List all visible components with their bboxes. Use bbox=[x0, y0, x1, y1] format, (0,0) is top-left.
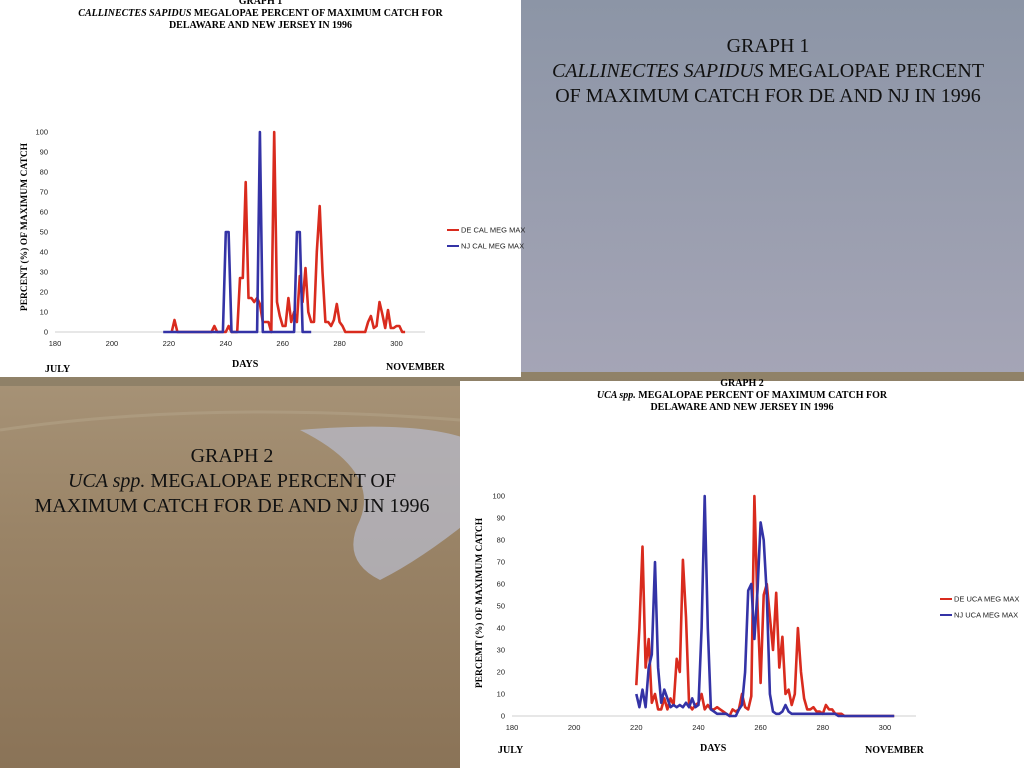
graph-1-title-line3: DELAWARE AND NEW JERSEY IN 1996 bbox=[168, 20, 353, 31]
graph-2-x-tick-label: 180 bbox=[506, 723, 519, 732]
graph-2-series-line-de bbox=[635, 494, 895, 718]
graph-1-title-species: CALLINECTES SAPIDUS bbox=[78, 8, 192, 19]
graph-1-caption-species: CALLINECTES SAPIDUS bbox=[551, 60, 764, 82]
graph-1-x-tick-label: 180 bbox=[49, 339, 62, 348]
graph-2-caption-rest: MEGALOPAE PERCENT OF MAXIMUM CATCH FOR D… bbox=[34, 470, 430, 517]
graph-2-plot: 0 10 20 30 40 50 60 70 80 90 100 180 200 220 240 260 280… bbox=[492, 492, 1019, 733]
graph-2-november-label: NOVEMBER bbox=[865, 745, 924, 756]
graph-2-x-tick-label: 280 bbox=[817, 723, 830, 732]
graph-1-legend-label-de: DE CAL MEG MAX bbox=[461, 226, 525, 235]
graph-1-y-tick-label: 50 bbox=[40, 228, 48, 237]
graph-1-y-tick-label: 0 bbox=[44, 328, 48, 337]
graph-1-series-line-de bbox=[170, 130, 406, 334]
graph-1-y-tick-label: 10 bbox=[40, 308, 48, 317]
graph-1-x-tick-label: 220 bbox=[163, 339, 176, 348]
graph-2-caption-line1: GRAPH 2 bbox=[190, 445, 274, 467]
graph-2-y-tick-label: 20 bbox=[497, 668, 505, 677]
graph-2-x-tick-label: 240 bbox=[692, 723, 705, 732]
graph-1-x-tick-label: 200 bbox=[106, 339, 119, 348]
graph-2-title-line3: DELAWARE AND NEW JERSEY IN 1996 bbox=[650, 402, 834, 413]
graph-2-x-axis-title: DAYS bbox=[700, 743, 727, 754]
graph-2-x-tick-label: 200 bbox=[568, 723, 581, 732]
graph-1-x-tick-label: 260 bbox=[276, 339, 289, 348]
graph-1-x-tick-label: 280 bbox=[333, 339, 346, 348]
graph-2-title: GRAPH 2 UCA spp. MEGALOPAE PERCENT OF MA… bbox=[460, 378, 1024, 414]
graph-2-y-tick-label: 70 bbox=[497, 558, 505, 567]
graph-1-y-tick-label: 100 bbox=[35, 128, 48, 137]
graph-1-title: GRAPH 1 CALLINECTES SAPIDUS MEGALOPAE PE… bbox=[0, 0, 521, 32]
graph-1-y-tick-label: 80 bbox=[40, 168, 48, 177]
graph-1-y-tick-label: 70 bbox=[40, 188, 48, 197]
graph-2-y-tick-label: 90 bbox=[497, 514, 505, 523]
graph-2-y-tick-label: 0 bbox=[501, 712, 505, 721]
graph-2-title-rest: MEGALOPAE PERCENT OF MAXIMUM CATCH FOR bbox=[635, 390, 888, 401]
graph-2-legend-label-de: DE UCA MEG MAX bbox=[954, 595, 1019, 604]
graph-2-panel: GRAPH 2 UCA spp. MEGALOPAE PERCENT OF MA… bbox=[460, 378, 1024, 768]
graph-1-legend-label-nj: NJ CAL MEG MAX bbox=[461, 242, 524, 251]
graph-1-x-tick-label: 300 bbox=[390, 339, 403, 348]
graph-1-panel: GRAPH 1 CALLINECTES SAPIDUS MEGALOPAE PE… bbox=[0, 0, 525, 377]
graph-1-x-tick-label: 240 bbox=[220, 339, 233, 348]
graph-2-x-tick-label: 220 bbox=[630, 723, 643, 732]
graph-2-y-tick-label: 40 bbox=[497, 624, 505, 633]
graph-2-july-label: JULY bbox=[498, 745, 524, 756]
graph-1-caption: GRAPH 1 CALLINECTES SAPIDUS MEGALOPAE PE… bbox=[548, 34, 988, 109]
graph-2-y-tick-label: 50 bbox=[497, 602, 505, 611]
graph-2-y-tick-label: 60 bbox=[497, 580, 505, 589]
graph-1-y-tick-label: 20 bbox=[40, 288, 48, 297]
graph-2-y-tick-label: 80 bbox=[497, 536, 505, 545]
graph-1-november-label: NOVEMBER bbox=[386, 362, 445, 373]
graph-2-x-tick-label: 260 bbox=[754, 723, 767, 732]
graph-2-y-tick-label: 30 bbox=[497, 646, 505, 655]
graph-2-legend-label-nj: NJ UCA MEG MAX bbox=[954, 611, 1018, 620]
graph-1-y-tick-label: 30 bbox=[40, 268, 48, 277]
graph-1-series-line-nj bbox=[163, 130, 312, 334]
graph-1-x-axis-title: DAYS bbox=[232, 359, 259, 370]
graph-1-caption-line1: GRAPH 1 bbox=[726, 35, 810, 57]
graph-2-x-tick-label: 300 bbox=[879, 723, 892, 732]
graph-2-y-tick-label: 10 bbox=[497, 690, 505, 699]
graph-1-y-tick-label: 90 bbox=[40, 148, 48, 157]
graph-2-y-tick-label: 100 bbox=[492, 492, 505, 501]
graph-2-title-species: UCA spp. bbox=[596, 390, 636, 401]
graph-1-title-line1: GRAPH 1 bbox=[238, 0, 283, 7]
graph-1-july-label: JULY bbox=[45, 364, 71, 375]
graph-1-caption-rest: MEGALOPAE PERCENT OF MAXIMUM CATCH FOR D… bbox=[555, 60, 985, 107]
graph-2-series-line-nj bbox=[635, 494, 895, 718]
graph-1-plot: 0 10 20 30 40 50 60 70 80 90 100 180 200 220 240 260 280… bbox=[35, 128, 525, 349]
graph-2-title-line1: GRAPH 2 bbox=[720, 378, 764, 389]
graph-1-title-rest: MEGALOPAE PERCENT OF MAXIMUM CATCH FOR bbox=[191, 8, 443, 19]
graph-1-y-tick-label: 40 bbox=[40, 248, 48, 257]
graph-2-caption: GRAPH 2 UCA spp. MEGALOPAE PERCENT OF MA… bbox=[22, 444, 442, 519]
graph-2-caption-species: UCA spp. bbox=[67, 470, 146, 492]
graph-1-y-tick-label: 60 bbox=[40, 208, 48, 217]
